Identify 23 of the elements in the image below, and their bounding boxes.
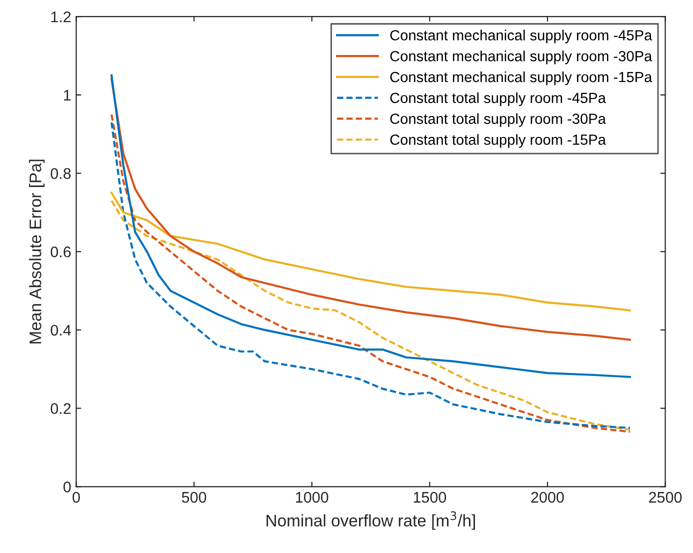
legend-label: Constant mechanical supply room -30Pa (390, 50, 652, 64)
legend-label: Constant total supply room -45Pa (390, 92, 606, 106)
y-tick-label: 0.6 (50, 246, 71, 258)
x-tick-label: 1000 (296, 492, 328, 503)
legend-label: Constant mechanical supply room -45Pa (390, 30, 652, 44)
x-tick-label: 1500 (414, 492, 446, 503)
line-series (110, 192, 631, 312)
y-axis-title: Mean Absolute Error [Pa] (29, 160, 45, 344)
legend-label: Constant total supply room -15Pa (390, 134, 606, 148)
legend-label: Constant total supply room -30Pa (390, 113, 606, 127)
x-tick-label: 500 (182, 492, 206, 503)
y-tick-label: 1 (64, 90, 71, 100)
y-tick-label: 0 (63, 482, 71, 492)
y-tick-label: 0.8 (50, 168, 71, 179)
x-tick-label: 0 (72, 492, 80, 503)
x-tick-label: 2000 (531, 492, 564, 503)
y-tick-label: 0.4 (50, 324, 71, 336)
x-tick-label: 2500 (649, 492, 682, 503)
y-tick-label: 0.2 (50, 403, 71, 414)
legend-label: Constant mechanical supply room -15Pa (390, 71, 652, 86)
x-axis-title: Nominal overflow rate [m$^{3}$/h] (266, 511, 475, 530)
y-tick-label: 1.2 (51, 11, 71, 22)
line-series (110, 200, 631, 431)
